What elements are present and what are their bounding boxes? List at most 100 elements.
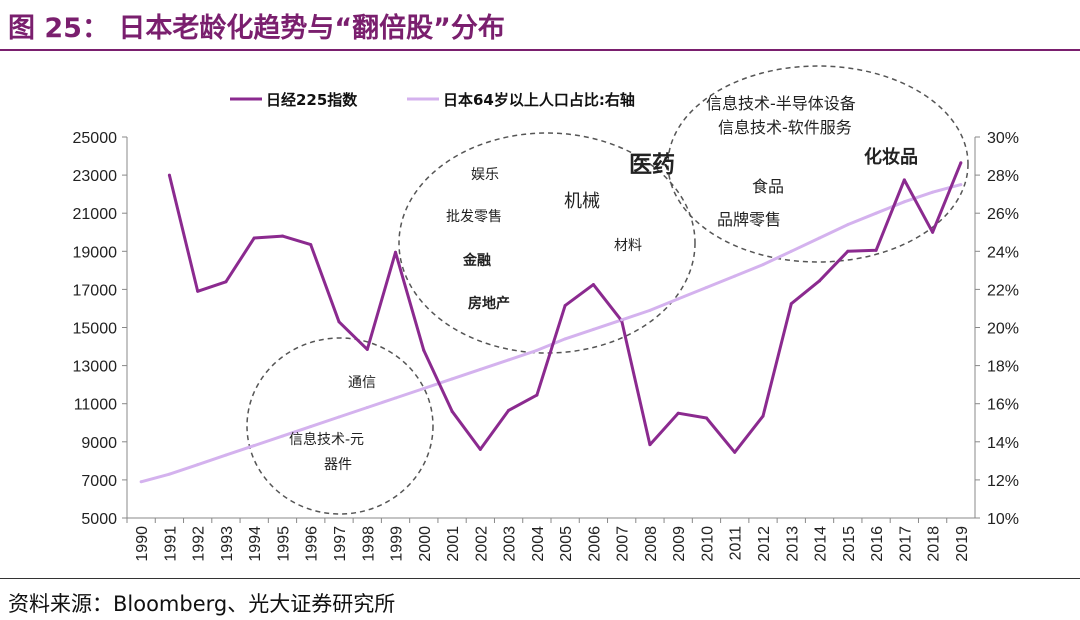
annotation-circle-1 [246,337,434,515]
y-left-tick-label: 11000 [74,397,117,414]
x-tick-label: 2014 [813,526,830,562]
x-tick-label: 1999 [389,526,406,562]
legend-label-nikkei: 日经225指数 [266,91,358,109]
y-right-tick-label: 30% [987,130,1019,147]
y-right-tick-label: 24% [987,244,1019,261]
nikkei-point [902,178,906,182]
nikkei-point [818,279,822,283]
y-left-tick-label: 17000 [73,282,118,299]
x-tick-label: 1991 [162,526,179,562]
y-left-tick-label: 21000 [73,206,118,223]
aging-point [931,190,935,194]
nikkei-point [450,409,454,413]
x-tick-label: 1995 [275,526,292,562]
source-note: 资料来源：Bloomberg、光大证券研究所 [8,592,396,616]
x-tick-label: 2004 [530,526,547,562]
x-tick-label: 2013 [784,526,801,562]
y-right-tick-label: 14% [987,435,1019,452]
y-left-tick-label: 25000 [73,130,118,147]
aging-point [761,263,765,267]
x-tick-label: 2019 [954,526,971,562]
nikkei-point [167,173,171,177]
nikkei-point [591,283,595,287]
x-tick-label: 1992 [191,526,208,562]
annotation-food: 食品 [752,177,784,196]
x-tick-label: 2008 [643,526,660,562]
aging-point [196,463,200,467]
annotation-semiconductor-equipment: 信息技术-半导体设备 [706,94,856,113]
nikkei-point [337,320,341,324]
y-left-tick-label: 15000 [73,321,118,338]
nikkei-point [507,408,511,412]
aging-point [846,223,850,227]
annotation-circle-3 [667,65,969,263]
aging-point [309,425,313,429]
nikkei-point [252,236,256,240]
nikkei-point [648,443,652,447]
annotation-circle-2 [398,132,696,354]
y-right-tick-label: 22% [987,282,1019,299]
x-tick-label: 2010 [699,526,716,562]
annotation-it-components-1: 信息技术-元 [289,431,364,448]
nikkei-point [365,347,369,351]
legend-label-aging: 日本64岁以上人口占比:右轴 [443,91,635,109]
x-tick-label: 1994 [247,526,264,562]
x-tick-label: 1998 [360,526,377,562]
series-line-aging-ratio [140,183,962,484]
annotation-finance: 金融 [462,252,491,269]
x-tick-label: 2001 [445,526,462,562]
aging-point [507,358,511,362]
aging-point [959,183,963,187]
aging-point [337,415,341,419]
x-tick-label: 2000 [417,526,434,562]
aging-point [280,434,284,438]
x-tick-label: 2017 [897,526,914,562]
aging-point [591,327,595,331]
aging-point [648,308,652,312]
nikkei-point [309,243,313,247]
x-tick-label: 2011 [728,526,745,561]
y-right-tick-label: 10% [987,511,1019,528]
y-left-tick-label: 7000 [81,473,117,490]
legend: 日经225指数 日本64岁以上人口占比:右轴 [230,91,635,109]
aging-point [422,386,426,390]
x-tick-label: 2007 [615,526,632,562]
nikkei-point [280,234,284,238]
y-left-tick-label: 9000 [81,435,117,452]
y-left-tick-label: 13000 [73,359,118,376]
nikkei-point [846,249,850,253]
source-divider [0,578,1080,579]
aging-point [139,480,143,484]
x-tick-label: 2009 [671,526,688,562]
x-tick-label: 2015 [841,526,858,562]
nikkei-point [535,393,539,397]
y-right-tick-label: 28% [987,168,1019,185]
chart-area: 5000 7000 9000 11000 13000 15000 17000 19000 210… [73,65,1019,562]
x-tick-label: 2018 [926,526,943,562]
annotation-materials: 材料 [614,238,642,254]
x-tick-label: 1996 [304,526,321,562]
aging-point [818,236,822,240]
x-tick-label: 2005 [558,526,575,562]
annotation-telecom: 通信 [348,375,376,391]
x-tick-label: 1997 [332,526,349,562]
aging-point [704,285,708,289]
annotation-cosmetics: 化妆品 [864,146,918,168]
nikkei-point [422,348,426,352]
x-tick-label: 1993 [219,526,236,562]
y-right-tick-label: 20% [987,321,1019,338]
annotation-brand-retail: 品牌零售 [717,210,781,229]
annotation-wholesale-retail: 批发零售 [446,209,502,225]
x-tick-label: 2002 [473,526,490,562]
aging-point [478,367,482,371]
annotation-pharma: 医药 [629,152,675,178]
title-divider [0,49,1080,51]
annotation-software-services: 信息技术-软件服务 [718,118,852,137]
nikkei-point [789,302,793,306]
y-right-tick-label: 26% [987,206,1019,223]
x-tick-label: 2006 [586,526,603,562]
aging-point [789,249,793,253]
aging-point [620,318,624,322]
y-left-tick-label: 19000 [73,244,118,261]
annotation-entertainment: 娱乐 [471,167,499,183]
